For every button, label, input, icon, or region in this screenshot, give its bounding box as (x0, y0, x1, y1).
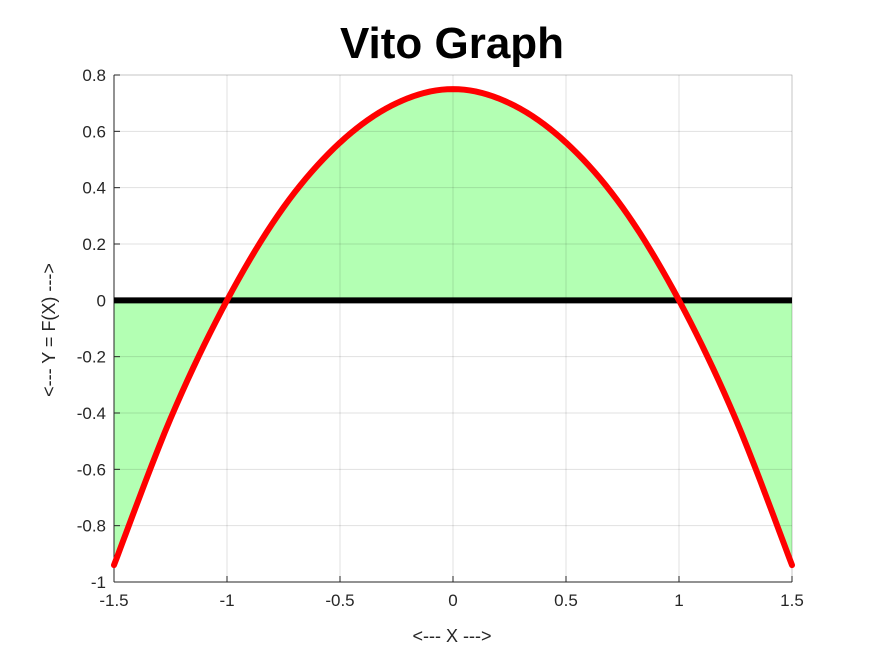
y-tick-label: 0 (97, 291, 106, 310)
x-tick-label: 0.5 (554, 591, 578, 610)
chart-title: Vito Graph (340, 19, 564, 68)
x-tick-label: -0.5 (325, 591, 354, 610)
y-tick-label: 0.6 (82, 122, 106, 141)
series-line (111, 86, 795, 569)
x-tick-label: 1 (674, 591, 683, 610)
y-tick-label: -0.8 (77, 517, 106, 536)
x-axis-label: <--- X ---> (413, 626, 492, 646)
y-tick-label: -1 (91, 573, 106, 592)
y-tick-label: 0.2 (82, 235, 106, 254)
y-tick-label: -0.4 (77, 404, 106, 423)
x-tick-label: 1.5 (780, 591, 804, 610)
x-tick-label: -1 (219, 591, 234, 610)
y-tick-label: 0.8 (82, 66, 106, 85)
y-tick-label: -0.6 (77, 460, 106, 479)
x-tick-label: 0 (448, 591, 457, 610)
x-tick-label: -1.5 (99, 591, 128, 610)
y-tick-label: 0.4 (82, 179, 106, 198)
y-axis-label: <--- Y = F(X) ---> (39, 263, 59, 397)
y-tick-label: -0.2 (77, 348, 106, 367)
